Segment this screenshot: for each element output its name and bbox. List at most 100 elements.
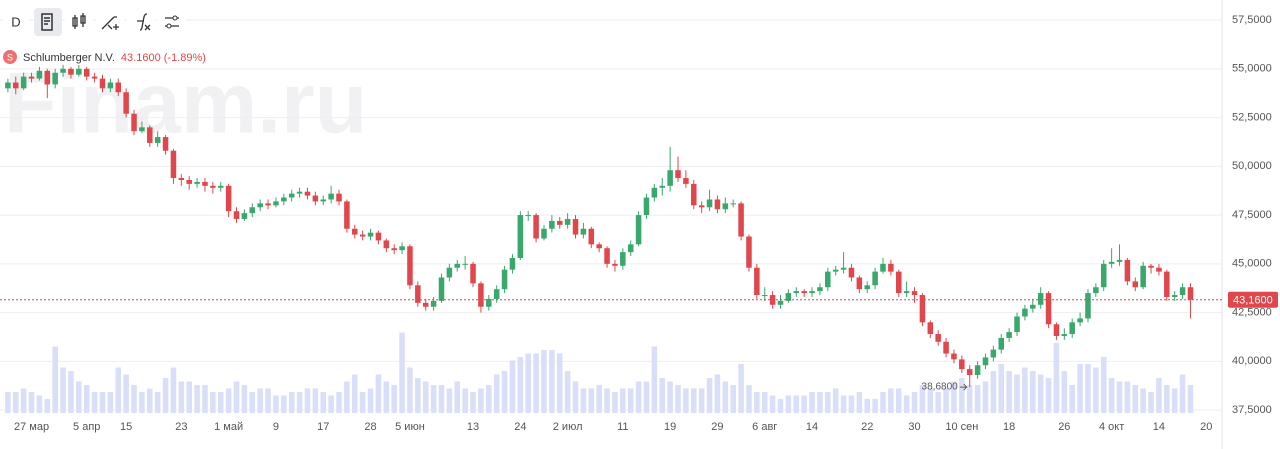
candle-body [430, 300, 437, 307]
x-tick-label: 11 [617, 421, 628, 433]
volume-bar [635, 381, 642, 413]
candle-body [943, 341, 949, 354]
volume-bar [706, 378, 713, 413]
candle-body [162, 137, 169, 151]
x-tick-label: 22 [861, 421, 873, 433]
volume-bar [525, 353, 531, 413]
candle-body [1156, 267, 1162, 272]
indicators-icon [137, 13, 151, 31]
volume-bar [864, 399, 870, 413]
volume-bar [281, 395, 287, 413]
volume-bar [761, 392, 768, 413]
volume-bar [1179, 374, 1186, 413]
candle-body [927, 322, 934, 335]
candle-body [683, 178, 689, 184]
candle-body [375, 232, 382, 241]
volume-bar [115, 367, 122, 413]
candle-body [517, 215, 524, 258]
candle-body [919, 295, 926, 323]
candle-body [620, 252, 626, 266]
x-tick-label: 17 [317, 421, 329, 433]
volume-bar [659, 378, 666, 413]
volume-bar [856, 392, 863, 413]
period-button[interactable] [3, 8, 29, 36]
candle-body [91, 76, 98, 79]
volume-bar [517, 357, 524, 413]
candle-body [233, 211, 240, 219]
indicators-button[interactable] [127, 8, 155, 36]
candle-body [391, 248, 397, 251]
volume-bar [817, 392, 823, 413]
volume-bar [840, 395, 847, 413]
volume-bar [620, 388, 626, 413]
candle-body [1179, 287, 1186, 296]
volume-bar [564, 371, 571, 413]
candle-body [407, 246, 413, 286]
candle-body [990, 349, 997, 358]
candle-body [572, 218, 579, 235]
chart-type-button[interactable] [34, 8, 62, 36]
legend: S Schlumberger N.V. 43.1600 (-1.89%) [3, 50, 206, 64]
candle-body [1100, 263, 1107, 288]
volume-bar [1140, 388, 1146, 413]
candle-body [478, 283, 484, 307]
volume-bar [1171, 388, 1178, 413]
candle-body [840, 267, 847, 270]
candle-body [691, 183, 697, 206]
settings-button[interactable] [158, 8, 186, 36]
volume-bar [304, 388, 311, 413]
candle-body [832, 269, 839, 272]
candle-body [998, 337, 1005, 350]
volume-bar [998, 364, 1005, 413]
candle-body [225, 185, 232, 212]
x-tick-label: 15 [120, 421, 132, 433]
volume-bar [588, 388, 595, 413]
candle-body [856, 277, 863, 290]
candle-body [422, 302, 429, 307]
x-tick-label: 14 [806, 421, 818, 433]
volume-bar [154, 392, 161, 413]
candle-body [454, 263, 461, 268]
candle-body [36, 70, 43, 79]
candle-body [320, 199, 326, 202]
candle-body [966, 369, 973, 375]
volume-bar [896, 388, 902, 413]
candle-body [5, 82, 11, 89]
candle-body [210, 185, 216, 188]
candle-body [935, 334, 941, 342]
volume-bar [959, 378, 965, 413]
x-tick-label: 14 [1153, 421, 1165, 433]
candle-body [698, 205, 705, 208]
candle-body [533, 215, 539, 239]
candle-body [1093, 287, 1099, 294]
volume-bar [572, 381, 579, 413]
volume-bar [210, 392, 216, 413]
candle-body [13, 82, 19, 89]
volume-bar [359, 392, 366, 413]
volume-bar [801, 395, 807, 413]
volume-bar [383, 381, 390, 413]
candle-body [265, 203, 271, 206]
volume-bar [903, 395, 910, 413]
candle-body [1030, 304, 1036, 309]
volume-bar [352, 374, 358, 413]
candle-body [817, 287, 823, 292]
volume-bar [911, 392, 918, 413]
candle-body [147, 127, 153, 143]
volume-bar [1093, 367, 1099, 413]
volume-bar [162, 378, 169, 413]
volume-bar [44, 399, 51, 413]
draw-button[interactable] [96, 8, 124, 36]
volume-bar [1030, 371, 1036, 413]
candle-body [217, 185, 224, 188]
volume-bar [336, 392, 342, 413]
volume-bar [809, 392, 815, 413]
candle-body [761, 295, 768, 297]
axis-layer: 37,5000 40,0000 42,5000 45,0000 47,5000 50,00… [0, 14, 1278, 433]
candle-body [959, 359, 965, 370]
candle-body [864, 285, 870, 290]
candles-button[interactable] [65, 8, 93, 36]
y-tick-label: 52,5000 [1232, 111, 1272, 123]
candle-body [1069, 322, 1075, 335]
